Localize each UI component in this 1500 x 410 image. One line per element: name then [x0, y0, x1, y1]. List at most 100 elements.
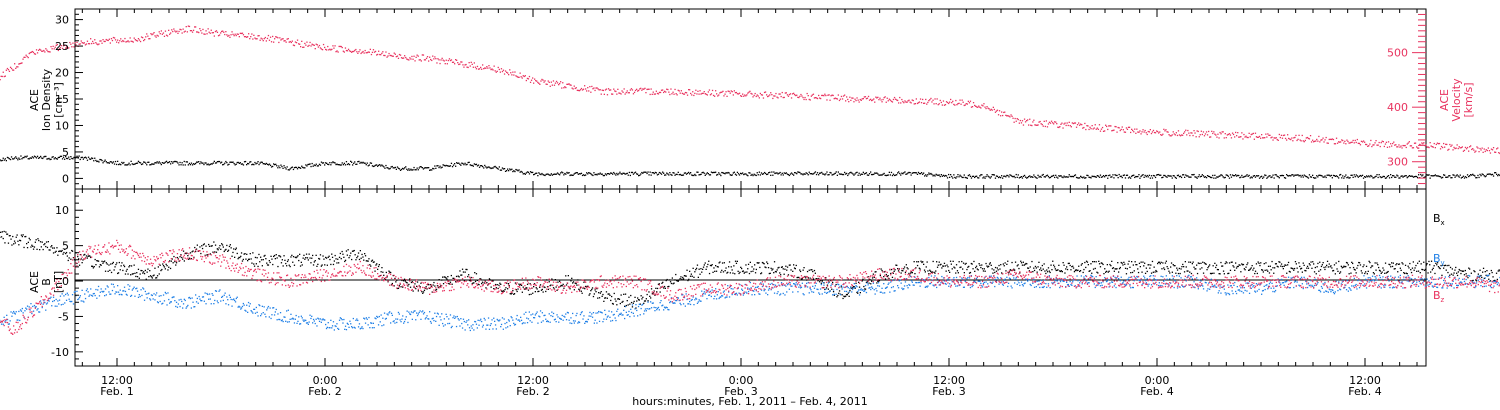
data-point	[857, 292, 859, 294]
data-point	[1384, 143, 1387, 145]
data-point	[408, 59, 410, 61]
data-point	[5, 69, 7, 71]
data-point	[422, 168, 425, 170]
data-point	[192, 29, 195, 31]
data-point	[127, 163, 129, 166]
data-point	[1466, 174, 1469, 176]
data-point	[45, 245, 47, 248]
data-point	[1006, 115, 1008, 117]
data-point	[279, 167, 281, 169]
data-point	[630, 294, 632, 297]
data-point	[924, 102, 926, 104]
data-point	[38, 49, 40, 51]
data-point	[474, 272, 476, 274]
data-point	[1213, 177, 1215, 179]
data-point	[51, 156, 53, 158]
data-point	[649, 295, 651, 297]
data-point	[1030, 124, 1032, 126]
data-point	[662, 281, 664, 283]
data-point	[161, 33, 163, 35]
data-point	[374, 50, 377, 53]
data-point	[761, 261, 764, 264]
data-point	[1014, 176, 1016, 179]
data-point	[968, 265, 970, 268]
data-point	[628, 92, 630, 94]
data-point	[476, 279, 478, 281]
data-point	[1427, 146, 1429, 148]
data-point	[331, 162, 333, 164]
data-point	[80, 40, 82, 42]
data-point	[1332, 174, 1335, 177]
data-point	[1222, 176, 1224, 178]
data-point	[722, 271, 725, 273]
data-point	[1225, 174, 1227, 176]
data-point	[63, 251, 65, 254]
data-point	[85, 157, 88, 159]
data-point	[1294, 136, 1296, 139]
data-point	[1280, 134, 1283, 136]
data-point	[592, 174, 594, 177]
data-point	[1024, 176, 1027, 178]
data-point	[954, 104, 956, 106]
data-point	[204, 33, 206, 35]
data-point	[78, 43, 80, 45]
data-point	[837, 94, 839, 96]
data-point	[922, 173, 924, 175]
data-point	[318, 163, 321, 165]
data-point	[338, 164, 340, 166]
data-point	[142, 272, 144, 274]
data-point	[731, 174, 733, 176]
data-point	[542, 291, 544, 293]
data-point	[979, 106, 981, 108]
data-point	[917, 171, 920, 174]
data-point	[1154, 132, 1157, 134]
data-point	[631, 171, 634, 174]
data-point	[1238, 174, 1240, 177]
data-point	[580, 172, 583, 174]
data-point	[148, 38, 150, 40]
data-point	[1334, 175, 1337, 177]
data-point	[1150, 175, 1153, 177]
data-point	[39, 48, 41, 50]
data-point	[21, 62, 23, 64]
data-point	[1, 231, 3, 233]
data-point	[548, 81, 550, 83]
data-point	[767, 95, 769, 98]
data-point	[813, 97, 816, 99]
data-point	[240, 32, 243, 35]
data-point	[1195, 136, 1197, 138]
data-point	[1236, 135, 1238, 137]
data-point	[893, 270, 895, 272]
data-point	[864, 288, 866, 290]
data-point	[287, 259, 289, 261]
data-point	[433, 58, 435, 60]
data-point	[655, 90, 657, 92]
top-series-velocity	[0, 25, 1500, 155]
data-point	[455, 165, 457, 167]
data-point	[1445, 176, 1447, 178]
data-point	[647, 300, 649, 302]
data-point	[513, 170, 515, 172]
data-point	[0, 75, 2, 77]
data-point	[1454, 176, 1456, 178]
data-point	[1283, 177, 1286, 179]
data-point	[1279, 175, 1281, 177]
data-point	[229, 161, 231, 163]
data-point	[146, 271, 148, 273]
data-point	[237, 161, 239, 164]
data-point	[162, 162, 165, 164]
data-point	[535, 287, 537, 289]
data-point	[997, 269, 999, 271]
data-point	[639, 88, 641, 90]
data-point	[351, 161, 353, 163]
data-point	[613, 88, 615, 90]
data-point	[33, 155, 36, 157]
data-point	[246, 164, 248, 166]
data-point	[352, 50, 354, 53]
data-point	[419, 286, 421, 288]
data-point	[1386, 175, 1389, 178]
data-point	[391, 165, 393, 168]
data-point	[30, 246, 32, 248]
data-point	[702, 266, 705, 268]
data-point	[237, 258, 239, 260]
